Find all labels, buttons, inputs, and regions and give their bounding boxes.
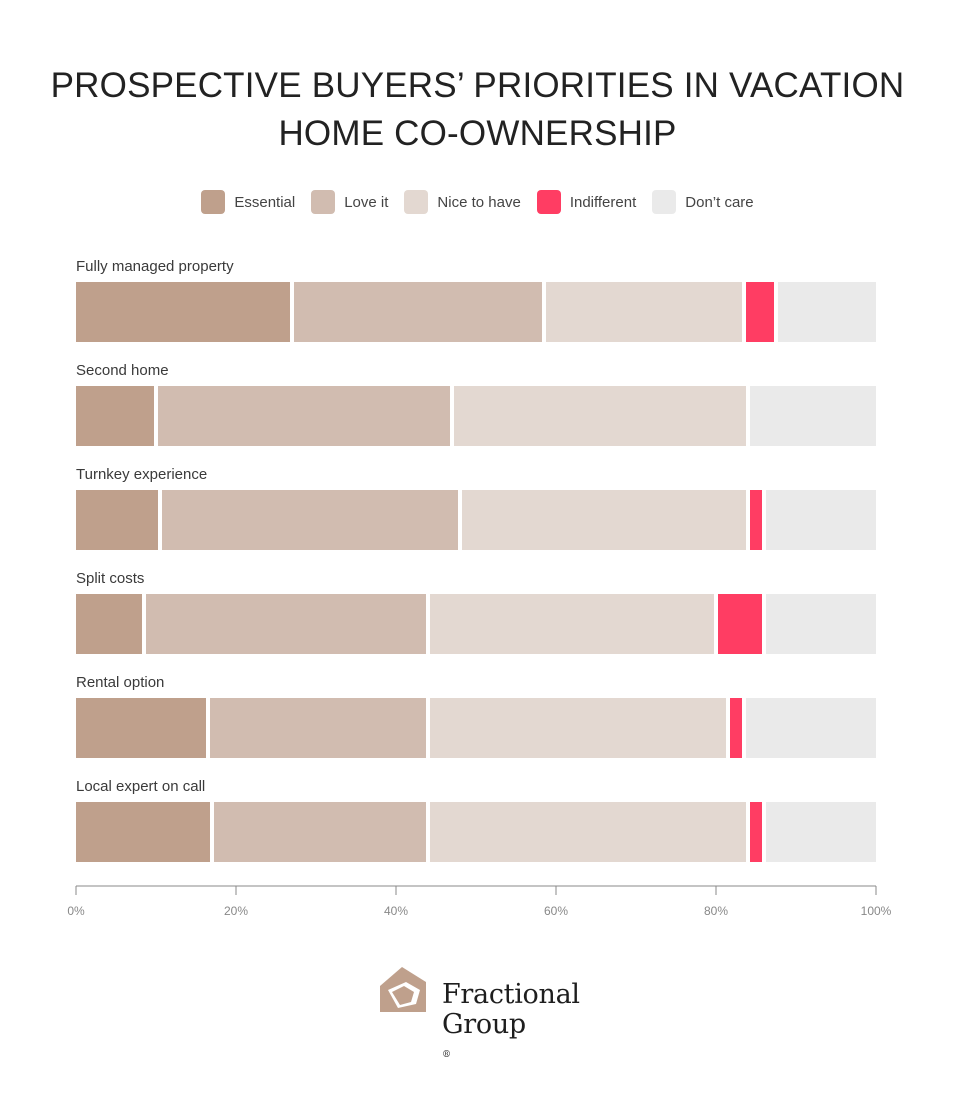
bar-segment-nice-to-have — [546, 282, 742, 342]
bar-segment-essential — [76, 386, 154, 446]
bar-segment-love-it — [214, 802, 426, 862]
brand-name: Fractional Group ® — [442, 980, 580, 1070]
bar-segment-dont-care — [766, 594, 876, 654]
bar-segment-love-it — [158, 386, 450, 446]
legend-swatch-dont-care — [652, 190, 677, 214]
legend-swatch-essential — [201, 190, 226, 214]
bar-segment-nice-to-have — [430, 594, 714, 654]
legend-label-love-it: Love it — [344, 193, 389, 211]
legend-swatch-indifferent — [536, 190, 561, 214]
legend: Essential Love it Nice to have Indifferent D… — [0, 189, 955, 215]
x-tick-label: 0% — [67, 904, 85, 918]
bar-segment-nice-to-have — [430, 802, 746, 862]
bar-segment-love-it — [294, 282, 542, 342]
legend-item-dont-care: Don’t care — [652, 190, 754, 214]
bar-segment-dont-care — [746, 698, 876, 758]
category-label: Second home — [76, 362, 169, 379]
legend-item-nice-to-have: Nice to have — [404, 190, 521, 214]
category-label: Fully managed property — [76, 258, 234, 275]
bar-segment-essential — [76, 594, 142, 654]
legend-item-love-it: Love it — [311, 190, 388, 214]
x-tick-label: 40% — [384, 904, 408, 918]
legend-label-dont-care: Don’t care — [685, 193, 754, 211]
x-tick-label: 80% — [704, 904, 728, 918]
bar-segment-indifferent — [746, 282, 774, 342]
brand-registered-mark: ® — [442, 1050, 451, 1060]
legend-item-essential: Essential — [201, 190, 295, 214]
bar-segment-love-it — [162, 490, 458, 550]
legend-swatch-nice-to-have — [404, 190, 429, 214]
brand-line-1: Fractional — [442, 979, 580, 1010]
brand-line-2: Group — [442, 1009, 526, 1040]
bar-segment-dont-care — [766, 802, 876, 862]
bar-segment-nice-to-have — [462, 490, 746, 550]
brand-logo: Fractional Group ® — [376, 964, 596, 1060]
bar-segment-essential — [76, 282, 290, 342]
legend-swatch-love-it — [311, 190, 336, 214]
category-label: Turnkey experience — [76, 466, 207, 483]
bar-segment-indifferent — [750, 490, 762, 550]
x-tick-label: 60% — [544, 904, 568, 918]
bar-segment-essential — [76, 802, 210, 862]
bar-segment-nice-to-have — [454, 386, 746, 446]
bar-segment-indifferent — [730, 698, 742, 758]
bar-segment-indifferent — [750, 802, 762, 862]
bar-segment-love-it — [210, 698, 426, 758]
bar-segment-dont-care — [778, 282, 876, 342]
x-tick-label: 100% — [861, 904, 892, 918]
bar-segment-dont-care — [766, 490, 876, 550]
bar-segment-nice-to-have — [430, 698, 726, 758]
legend-label-essential: Essential — [234, 193, 296, 211]
category-label: Split costs — [76, 570, 144, 587]
bar-segment-indifferent — [718, 594, 762, 654]
legend-label-nice-to-have: Nice to have — [437, 193, 521, 211]
chart-title: PROSPECTIVE BUYERS’ PRIORITIES IN VACATI… — [50, 66, 905, 153]
bar-segment-dont-care — [750, 386, 876, 446]
house-logo-icon — [380, 967, 426, 1012]
x-tick-label: 20% — [224, 904, 248, 918]
bar-segment-essential — [76, 698, 206, 758]
bar-segment-love-it — [146, 594, 426, 654]
category-label: Rental option — [76, 674, 164, 691]
legend-label-indifferent: Indifferent — [569, 193, 637, 211]
category-label: Local expert on call — [76, 778, 205, 795]
bar-segment-essential — [76, 490, 158, 550]
legend-item-indifferent: Indifferent — [536, 190, 637, 214]
